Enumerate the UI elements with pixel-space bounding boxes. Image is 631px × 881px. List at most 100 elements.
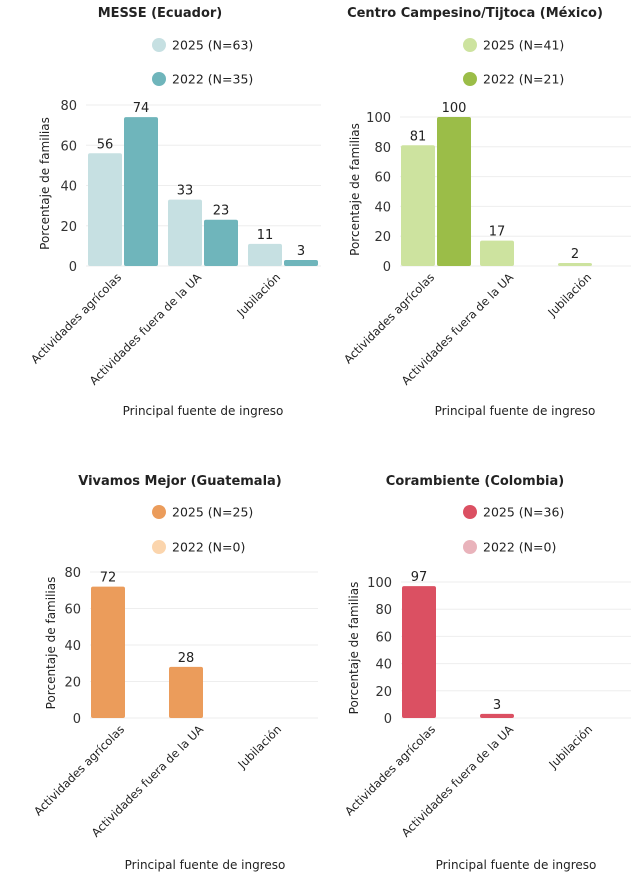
x-tick-label: Jubilación — [233, 270, 283, 320]
legend: 2025 (N=41) 2022 (N=21) — [463, 38, 564, 87]
y-tick-label: 80 — [375, 603, 392, 618]
bar-value-label: 33 — [177, 184, 194, 199]
bar-series2 — [437, 117, 471, 266]
chart-panel-1: MESSE (Ecuador) 2025 (N=63) 2022 (N=35) 0 20… — [28, 6, 321, 418]
legend: 2025 (N=25) 2022 (N=0) — [152, 505, 253, 555]
bar-value-label: 100 — [442, 101, 467, 116]
y-tick-label: 20 — [64, 676, 81, 691]
legend-marker — [463, 540, 477, 554]
x-tick-label: Jubilación — [544, 270, 594, 320]
chart-title: Corambiente (Colombia) — [386, 474, 564, 489]
bar-series1 — [480, 713, 514, 718]
bar-value-label: 97 — [411, 570, 428, 585]
legend: 2025 (N=36) 2022 (N=0) — [463, 505, 564, 555]
bar-value-label: 3 — [297, 244, 305, 259]
chart-title: Centro Campesino/Tijtoca (México) — [347, 6, 603, 21]
legend-label: 2025 (N=25) — [172, 505, 253, 520]
bar-value-label: 17 — [489, 225, 506, 240]
chart-panel-3: Vivamos Mejor (Guatemala) 2025 (N=25) 2022… — [31, 474, 318, 872]
bar-series1 — [480, 240, 514, 266]
legend-item: 2025 (N=41) — [463, 38, 564, 53]
y-tick-label: 40 — [374, 200, 391, 215]
legend-label: 2025 (N=63) — [172, 38, 253, 53]
y-tick-label: 0 — [383, 260, 391, 275]
y-axis-label: Porcentaje de familias — [348, 123, 362, 256]
y-tick-label: 60 — [64, 603, 81, 618]
legend-label: 2025 (N=36) — [483, 505, 564, 520]
chart-panel-2: Centro Campesino/Tijtoca (México) 2025 (N… — [341, 6, 631, 418]
y-tick-label: 0 — [384, 712, 392, 727]
x-tick-label: Jubilación — [545, 722, 595, 772]
y-tick-label: 60 — [374, 171, 391, 186]
bar-series1 — [169, 666, 203, 718]
legend-marker — [463, 38, 477, 52]
x-tick-label: Actividades agrícolas — [31, 722, 127, 818]
bar-value-label: 28 — [178, 651, 195, 666]
x-axis-label: Principal fuente de ingreso — [435, 404, 596, 418]
y-tick-label: 60 — [60, 139, 77, 154]
y-tick-label: 20 — [374, 230, 391, 245]
bar-value-label: 23 — [213, 204, 230, 219]
bar-value-label: 72 — [100, 571, 117, 586]
x-axis-label: Principal fuente de ingreso — [125, 858, 286, 872]
x-axis-label: Principal fuente de ingreso — [123, 404, 284, 418]
x-tick-label: Actividades agrícolas — [28, 270, 124, 366]
y-tick-label: 40 — [375, 658, 392, 673]
bar-value-label: 3 — [493, 698, 501, 713]
bar-series1 — [558, 263, 592, 266]
legend-marker — [152, 505, 166, 519]
bar-series1 — [402, 586, 436, 718]
legend-label: 2025 (N=41) — [483, 38, 564, 53]
y-tick-label: 40 — [64, 639, 81, 654]
legend-marker — [152, 540, 166, 554]
legend-marker — [463, 505, 477, 519]
x-axis-label: Principal fuente de ingreso — [436, 858, 597, 872]
legend-marker — [152, 72, 166, 86]
chart-panel-4: Corambiente (Colombia) 2025 (N=36) 2022 (N… — [342, 474, 631, 872]
legend-item: 2022 (N=35) — [152, 72, 253, 87]
chart-title: MESSE (Ecuador) — [98, 6, 223, 21]
legend-item: 2025 (N=36) — [463, 505, 564, 520]
legend-item: 2022 (N=21) — [463, 72, 564, 87]
y-axis-label: Porcentaje de familias — [44, 577, 58, 710]
bar-value-label: 11 — [257, 228, 274, 243]
bar-series1 — [168, 199, 202, 266]
y-tick-label: 100 — [367, 576, 392, 591]
legend-item: 2025 (N=25) — [152, 505, 253, 520]
legend-label: 2022 (N=0) — [172, 540, 245, 555]
bar-value-label: 74 — [133, 101, 150, 116]
bar-series1 — [401, 145, 435, 266]
bar-series1 — [88, 153, 122, 266]
legend-label: 2022 (N=0) — [483, 540, 556, 555]
y-tick-label: 80 — [64, 566, 81, 581]
y-tick-label: 80 — [60, 99, 77, 114]
legend-item: 2022 (N=0) — [463, 540, 556, 555]
bar-series2 — [124, 117, 158, 266]
y-tick-label: 40 — [60, 180, 77, 195]
chart-title: Vivamos Mejor (Guatemala) — [78, 474, 282, 489]
legend-item: 2022 (N=0) — [152, 540, 245, 555]
y-axis-label: Porcentaje de familias — [347, 582, 361, 715]
legend-label: 2022 (N=21) — [483, 72, 564, 87]
legend-item: 2025 (N=63) — [152, 38, 253, 53]
y-tick-label: 60 — [375, 630, 392, 645]
x-tick-label: Jubilación — [234, 722, 284, 772]
y-tick-label: 20 — [375, 685, 392, 700]
bar-value-label: 56 — [97, 137, 114, 152]
y-tick-label: 20 — [60, 220, 77, 235]
bar-value-label: 2 — [571, 247, 579, 262]
bar-series1 — [248, 243, 282, 266]
bar-series1 — [91, 586, 125, 718]
legend-marker — [463, 72, 477, 86]
y-tick-label: 100 — [366, 111, 391, 126]
legend-marker — [152, 38, 166, 52]
y-tick-label: 0 — [73, 712, 81, 727]
x-tick-label: Actividades agrícolas — [341, 270, 437, 366]
legend: 2025 (N=63) 2022 (N=35) — [152, 38, 253, 87]
y-axis-label: Porcentaje de familias — [38, 117, 52, 250]
y-tick-label: 80 — [374, 141, 391, 156]
y-tick-label: 0 — [69, 260, 77, 275]
bar-series2 — [284, 259, 318, 266]
legend-label: 2022 (N=35) — [172, 72, 253, 87]
